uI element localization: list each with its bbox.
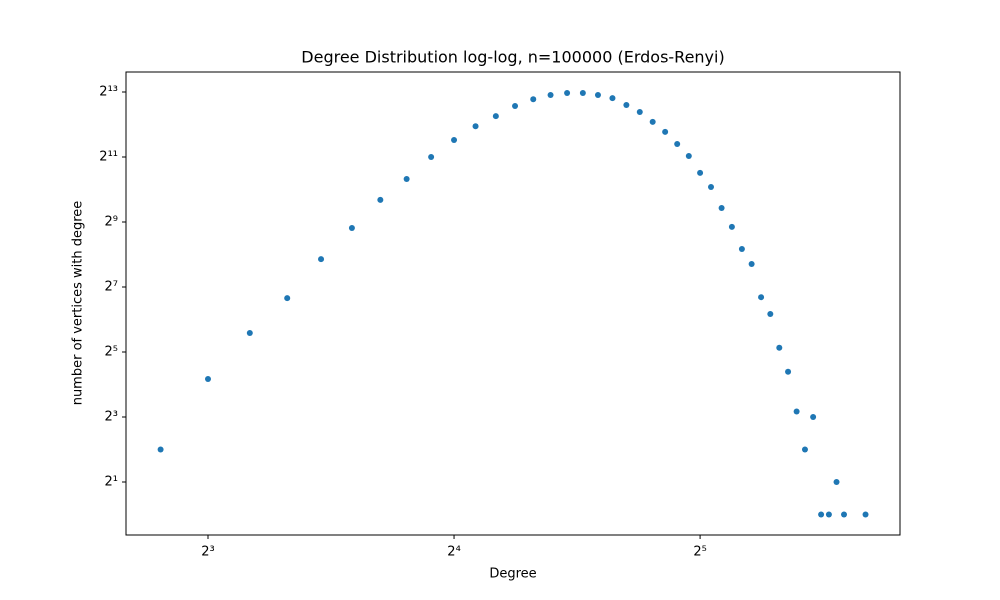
point <box>841 511 848 518</box>
y-tick-label: 2³ <box>105 410 118 425</box>
y-tick-label: 2⁷ <box>105 280 118 295</box>
x-tick-label: 2⁴ <box>447 545 460 560</box>
point <box>818 511 825 518</box>
y-tick-label: 2⁹ <box>105 214 118 229</box>
point <box>318 256 325 263</box>
point <box>810 414 817 421</box>
point <box>512 102 519 109</box>
point <box>204 375 211 382</box>
y-tick-label: 2¹¹ <box>99 149 118 164</box>
y-tick-label: 2¹ <box>105 475 118 490</box>
point <box>776 344 783 351</box>
point <box>246 329 253 336</box>
chart-title: Degree Distribution log-log, n=100000 (E… <box>301 48 724 67</box>
point <box>594 91 601 98</box>
point <box>758 294 765 301</box>
y-tick-label: 2¹³ <box>99 84 118 99</box>
point <box>738 245 745 252</box>
point <box>579 89 586 96</box>
point <box>428 153 435 160</box>
point <box>825 511 832 518</box>
y-tick-label: 2⁵ <box>105 345 118 360</box>
point <box>728 223 735 230</box>
point <box>697 169 704 176</box>
y-axis-label: number of vertices with degree <box>71 201 86 406</box>
point <box>157 446 164 453</box>
point <box>609 95 616 102</box>
point <box>649 118 656 125</box>
x-axis-label: Degree <box>489 567 536 582</box>
point <box>403 176 410 183</box>
point <box>785 368 792 375</box>
point <box>547 91 554 98</box>
x-tick-label: 2⁵ <box>693 545 706 560</box>
point <box>623 101 630 108</box>
point <box>636 108 643 115</box>
plot-frame <box>125 71 901 536</box>
point <box>801 446 808 453</box>
point <box>492 113 499 120</box>
x-tick-label: 2³ <box>201 545 214 560</box>
point <box>674 141 681 148</box>
point <box>662 128 669 135</box>
point <box>718 205 725 212</box>
point <box>708 184 715 191</box>
point <box>793 408 800 415</box>
point <box>767 310 774 317</box>
point <box>564 89 571 96</box>
point <box>451 137 458 144</box>
point <box>284 295 291 302</box>
point <box>348 225 355 232</box>
point <box>862 511 869 518</box>
point <box>472 123 479 130</box>
point <box>377 196 384 203</box>
point <box>530 96 537 103</box>
point <box>748 261 755 268</box>
point <box>685 153 692 160</box>
point <box>833 479 840 486</box>
